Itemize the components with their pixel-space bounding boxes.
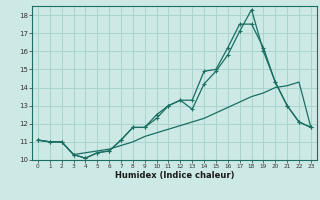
X-axis label: Humidex (Indice chaleur): Humidex (Indice chaleur) xyxy=(115,171,234,180)
